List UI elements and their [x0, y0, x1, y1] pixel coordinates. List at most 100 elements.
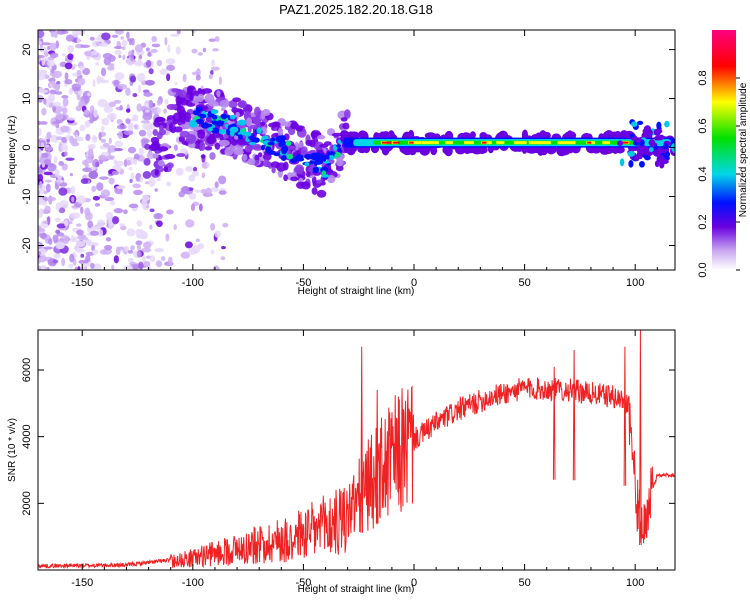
band-peak	[620, 141, 629, 144]
spectral-blob	[38, 265, 42, 270]
spectral-blob	[271, 166, 276, 174]
y-tick-label: 2000	[21, 491, 33, 515]
spectral-blob	[80, 178, 89, 184]
spectral-blob	[188, 247, 197, 255]
spectral-blob	[50, 31, 55, 38]
spectral-blob	[101, 32, 111, 41]
spectral-blob	[136, 220, 143, 227]
spectral-blob	[195, 74, 201, 81]
spectral-blob	[84, 160, 89, 169]
spectral-blob	[125, 108, 131, 113]
band-peak	[444, 141, 453, 145]
spectral-core	[265, 146, 272, 153]
spectral-blob	[268, 122, 278, 128]
spectrogram-x-ticks: -150 -100 -50 0 50 100	[71, 30, 658, 289]
spectral-blob	[164, 98, 169, 105]
spectral-blob	[173, 224, 177, 231]
spectral-core	[273, 152, 280, 157]
spectral-blob	[648, 139, 656, 147]
spectral-blob	[82, 67, 91, 76]
spectral-blob	[662, 143, 669, 150]
spectral-blob	[444, 145, 453, 157]
band-peak	[587, 141, 592, 144]
spectral-blob	[41, 57, 46, 67]
spectral-blob	[664, 120, 670, 128]
spectral-blob	[87, 149, 94, 159]
x-tick-label: -50	[295, 577, 311, 589]
spectral-blob	[49, 52, 59, 59]
spectral-blob	[149, 255, 156, 263]
y-tick-label: 0	[21, 144, 33, 150]
spectral-blob	[65, 34, 75, 42]
spectral-blob	[171, 88, 180, 93]
spectral-blob	[61, 30, 69, 34]
spectral-blob	[141, 247, 152, 253]
band-peak	[557, 141, 569, 145]
spectral-blob	[116, 124, 127, 130]
spectral-blob	[63, 151, 68, 157]
spectral-blob	[260, 121, 266, 127]
spectral-blob	[62, 97, 69, 107]
spectral-core	[241, 127, 247, 133]
spectral-blob	[133, 189, 143, 196]
spectral-blob	[166, 209, 174, 215]
colorbar-tick-label: 0.4	[697, 166, 709, 181]
spectral-blob	[159, 68, 168, 75]
spectral-blob	[45, 101, 50, 108]
spectral-blob	[56, 181, 61, 186]
spectral-blob	[38, 254, 47, 263]
spectral-blob	[75, 247, 85, 253]
spectral-core	[210, 109, 219, 114]
spectral-core	[304, 161, 310, 167]
x-tick-label: -100	[182, 577, 204, 589]
spectral-blob	[137, 84, 142, 93]
spectral-blob	[92, 79, 96, 88]
spectral-blob	[129, 178, 133, 184]
spectral-blob	[245, 117, 253, 127]
spectral-blob	[73, 132, 78, 136]
spectral-blob	[77, 136, 84, 142]
spectral-blob	[41, 46, 48, 53]
spectral-blob	[99, 79, 110, 84]
spectral-blob	[143, 241, 152, 249]
spectral-blob	[49, 42, 57, 51]
spectral-blob	[627, 150, 635, 157]
spectral-blob	[61, 53, 66, 57]
spectral-blob	[152, 128, 158, 136]
spectral-core	[321, 155, 327, 162]
spectral-blob	[93, 109, 99, 118]
spectral-blob	[76, 229, 84, 236]
spectral-blob	[61, 107, 68, 114]
spectral-blob	[290, 176, 299, 182]
spectral-blob	[194, 189, 202, 193]
spectral-blob	[283, 121, 293, 127]
spectral-core	[237, 119, 247, 126]
spectral-blob	[105, 237, 112, 242]
spectral-blob	[218, 175, 227, 185]
spectral-blob	[39, 69, 47, 74]
spectral-blob	[38, 225, 42, 232]
spectral-blob	[219, 139, 230, 147]
spectral-blob	[113, 208, 124, 214]
spectral-blob	[145, 79, 155, 86]
spectral-blob	[296, 181, 306, 189]
spectral-core	[252, 137, 260, 143]
spectral-blob	[156, 131, 163, 140]
spectral-core	[210, 127, 220, 134]
spectral-blob	[110, 200, 115, 206]
spectral-blob	[111, 170, 120, 176]
spectral-blob	[72, 236, 78, 241]
spectral-blob	[41, 107, 47, 116]
spectral-blob	[132, 93, 138, 98]
spectral-blob	[119, 223, 125, 227]
spectral-blob	[219, 99, 230, 108]
spectral-blob	[209, 222, 216, 231]
spectral-blob	[117, 131, 124, 140]
spectral-blob	[83, 109, 90, 115]
spectral-blob	[117, 246, 124, 251]
spectral-blob	[55, 229, 61, 234]
spectral-blob	[71, 141, 80, 147]
spectral-blob	[68, 263, 74, 269]
spectral-blob	[142, 170, 152, 179]
